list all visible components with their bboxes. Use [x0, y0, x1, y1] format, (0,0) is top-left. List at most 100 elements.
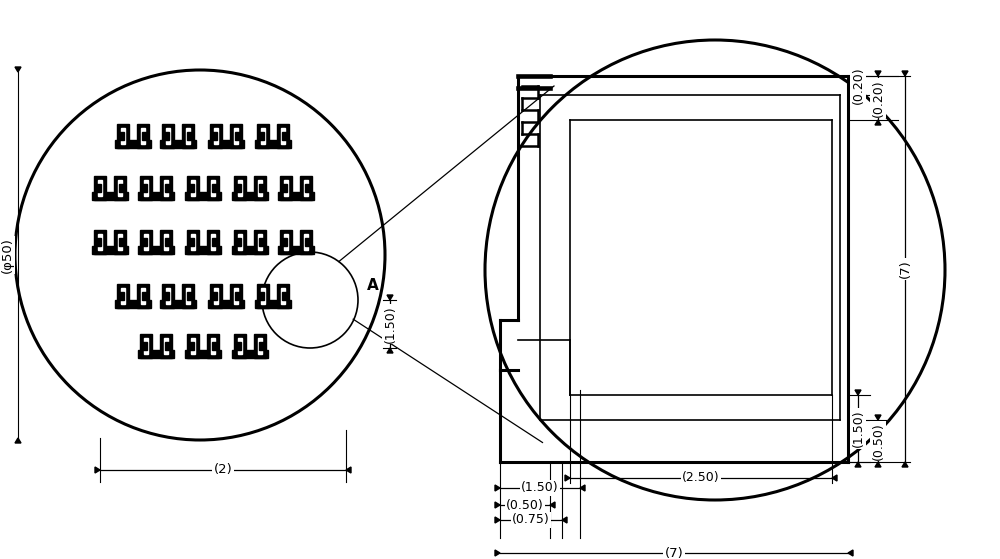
Polygon shape — [117, 124, 129, 148]
Polygon shape — [141, 288, 145, 304]
Text: (0.75): (0.75) — [512, 514, 550, 527]
Polygon shape — [118, 234, 122, 250]
Polygon shape — [875, 120, 881, 125]
Polygon shape — [234, 334, 246, 358]
Polygon shape — [875, 71, 881, 76]
Polygon shape — [855, 71, 861, 76]
Polygon shape — [258, 180, 262, 196]
Polygon shape — [565, 475, 570, 481]
Polygon shape — [160, 334, 172, 358]
Polygon shape — [281, 238, 287, 246]
Polygon shape — [257, 284, 269, 308]
Polygon shape — [163, 132, 169, 140]
Polygon shape — [282, 132, 288, 140]
Polygon shape — [144, 234, 148, 250]
Polygon shape — [278, 192, 314, 200]
Text: A: A — [367, 277, 379, 292]
Text: (0.20): (0.20) — [852, 67, 864, 105]
Polygon shape — [164, 338, 168, 354]
Polygon shape — [232, 350, 268, 358]
Polygon shape — [280, 230, 292, 254]
Polygon shape — [160, 230, 172, 254]
Polygon shape — [387, 348, 393, 353]
Polygon shape — [185, 246, 221, 254]
Polygon shape — [255, 140, 291, 148]
Polygon shape — [185, 350, 221, 358]
Polygon shape — [188, 184, 194, 192]
Polygon shape — [261, 288, 265, 304]
Polygon shape — [258, 234, 262, 250]
Polygon shape — [234, 176, 246, 200]
Polygon shape — [207, 334, 219, 358]
Polygon shape — [277, 284, 289, 308]
Polygon shape — [495, 485, 500, 491]
Polygon shape — [211, 234, 215, 250]
Polygon shape — [300, 230, 312, 254]
Polygon shape — [191, 338, 195, 354]
Polygon shape — [235, 184, 241, 192]
Polygon shape — [160, 300, 196, 308]
Polygon shape — [165, 238, 171, 246]
Polygon shape — [232, 246, 268, 254]
Polygon shape — [140, 230, 152, 254]
Polygon shape — [187, 230, 199, 254]
Polygon shape — [118, 132, 124, 140]
Polygon shape — [238, 180, 242, 196]
Polygon shape — [211, 292, 217, 300]
Polygon shape — [142, 292, 148, 300]
Polygon shape — [140, 334, 152, 358]
Polygon shape — [212, 238, 218, 246]
Polygon shape — [95, 238, 101, 246]
Polygon shape — [137, 124, 149, 148]
Text: (2.50): (2.50) — [682, 471, 720, 485]
Polygon shape — [211, 132, 217, 140]
Polygon shape — [165, 342, 171, 350]
Polygon shape — [119, 184, 125, 192]
Polygon shape — [92, 192, 128, 200]
Polygon shape — [214, 288, 218, 304]
Polygon shape — [235, 292, 241, 300]
Polygon shape — [182, 284, 194, 308]
Polygon shape — [855, 462, 861, 467]
Polygon shape — [164, 180, 168, 196]
Polygon shape — [875, 415, 881, 420]
Polygon shape — [115, 140, 151, 148]
Polygon shape — [211, 180, 215, 196]
Polygon shape — [258, 132, 264, 140]
Polygon shape — [495, 502, 500, 508]
Polygon shape — [188, 238, 194, 246]
Polygon shape — [232, 192, 268, 200]
Polygon shape — [832, 475, 837, 481]
Polygon shape — [277, 124, 289, 148]
Polygon shape — [230, 124, 242, 148]
Polygon shape — [254, 176, 266, 200]
Polygon shape — [300, 176, 312, 200]
Text: (7): (7) — [898, 259, 912, 278]
Polygon shape — [259, 184, 265, 192]
Text: (0.50): (0.50) — [872, 422, 885, 460]
Polygon shape — [212, 342, 218, 350]
Polygon shape — [163, 292, 169, 300]
Polygon shape — [902, 71, 908, 76]
Polygon shape — [94, 230, 106, 254]
Polygon shape — [187, 176, 199, 200]
Polygon shape — [254, 230, 266, 254]
Polygon shape — [191, 234, 195, 250]
Polygon shape — [15, 438, 21, 443]
Polygon shape — [261, 128, 265, 144]
Polygon shape — [95, 467, 100, 473]
Text: (2): (2) — [214, 463, 232, 476]
Polygon shape — [114, 176, 126, 200]
Polygon shape — [141, 184, 147, 192]
Polygon shape — [138, 350, 174, 358]
Polygon shape — [304, 180, 308, 196]
Polygon shape — [282, 292, 288, 300]
Polygon shape — [255, 300, 291, 308]
Polygon shape — [188, 342, 194, 350]
Polygon shape — [238, 338, 242, 354]
Polygon shape — [278, 246, 314, 254]
Polygon shape — [160, 176, 172, 200]
Polygon shape — [166, 128, 170, 144]
Polygon shape — [281, 288, 285, 304]
Polygon shape — [115, 300, 151, 308]
